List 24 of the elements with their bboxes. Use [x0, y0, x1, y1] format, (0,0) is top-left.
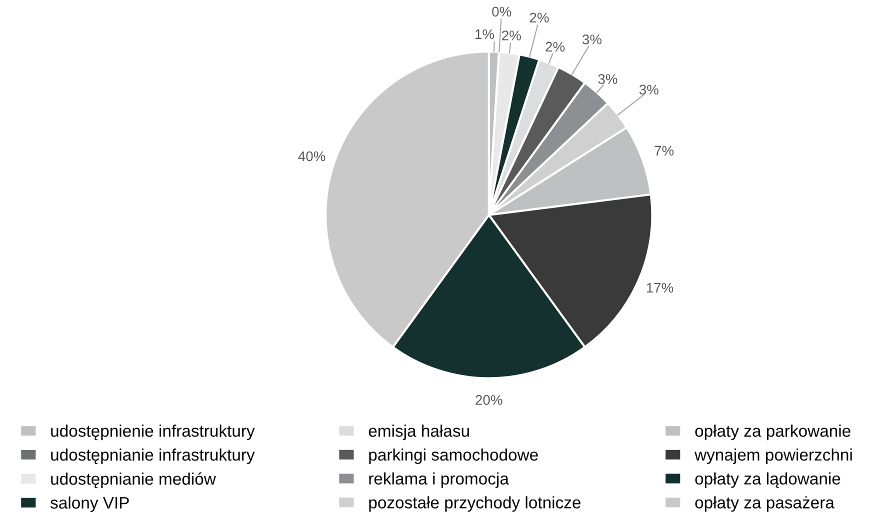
- data-label: 40%: [298, 151, 326, 162]
- legend-label: udostępnianie mediów: [51, 472, 216, 488]
- legend-label: emisja hałasu: [368, 424, 469, 440]
- legend-label: opłaty za lądowanie: [695, 472, 840, 488]
- data-label: 3%: [639, 84, 658, 95]
- data-label: 3%: [582, 34, 602, 44]
- data-label: 20%: [476, 395, 502, 405]
- data-label: 3%: [598, 74, 618, 84]
- legend-label: parkingi samochodowe: [369, 448, 538, 464]
- data-label: 7%: [654, 146, 674, 156]
- text: 0%: [492, 6, 512, 17]
- data-label: 2%: [502, 30, 521, 40]
- legend-label: udostępnianie infrastruktury: [51, 448, 255, 464]
- data-label: 1%: [476, 29, 494, 40]
- legend-label: udostępnienie infrastruktury: [51, 424, 255, 440]
- legend-label: pozostałe przychody lotnicze: [369, 496, 580, 512]
- legend-label: opłaty za pasażera: [695, 496, 834, 512]
- data-label: 2%: [530, 12, 549, 22]
- legend-label: salony VIP: [50, 496, 129, 512]
- data-label: 17%: [646, 282, 674, 293]
- data-label: 2%: [546, 42, 565, 52]
- legend-label: wynajem powierzchni: [694, 448, 852, 464]
- legend-label: opłaty za parkowanie: [695, 424, 850, 440]
- legend-label: reklama i promocja: [369, 472, 509, 488]
